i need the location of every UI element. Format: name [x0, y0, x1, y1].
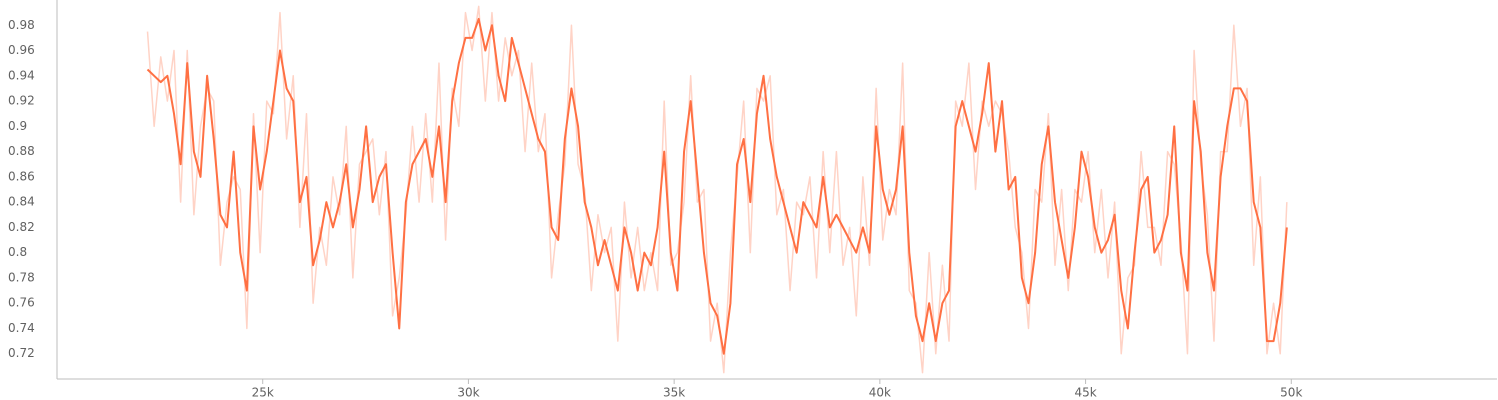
x-tick-label: 35k: [663, 386, 685, 400]
smoothed-line: [146, 17, 1288, 355]
x-tick-label: 40k: [869, 386, 891, 400]
y-tick-label: 0.86: [8, 169, 35, 183]
y-tick-label: 0.78: [8, 270, 35, 284]
x-tick-label: 25k: [252, 386, 274, 400]
y-tick-label: 0.72: [8, 346, 35, 360]
plot-area: [146, 5, 1288, 374]
y-tick-label: 0.94: [8, 68, 35, 82]
y-tick-label: 0.76: [8, 296, 35, 310]
y-tick-label: 0.92: [8, 94, 35, 108]
y-tick-label: 0.9: [8, 119, 27, 133]
y-tick-label: 0.8: [8, 245, 27, 259]
x-tick-label: 45k: [1074, 386, 1096, 400]
y-tick-label: 0.74: [8, 321, 35, 335]
y-tick-label: 0.84: [8, 195, 35, 209]
raw-line: [146, 5, 1288, 374]
x-tick-label: 30k: [457, 386, 479, 400]
x-tick-label: 50k: [1280, 386, 1302, 400]
y-tick-label: 0.82: [8, 220, 35, 234]
y-tick-label: 0.98: [8, 18, 35, 32]
y-tick-label: 0.88: [8, 144, 35, 158]
y-tick-label: 0.96: [8, 43, 35, 57]
